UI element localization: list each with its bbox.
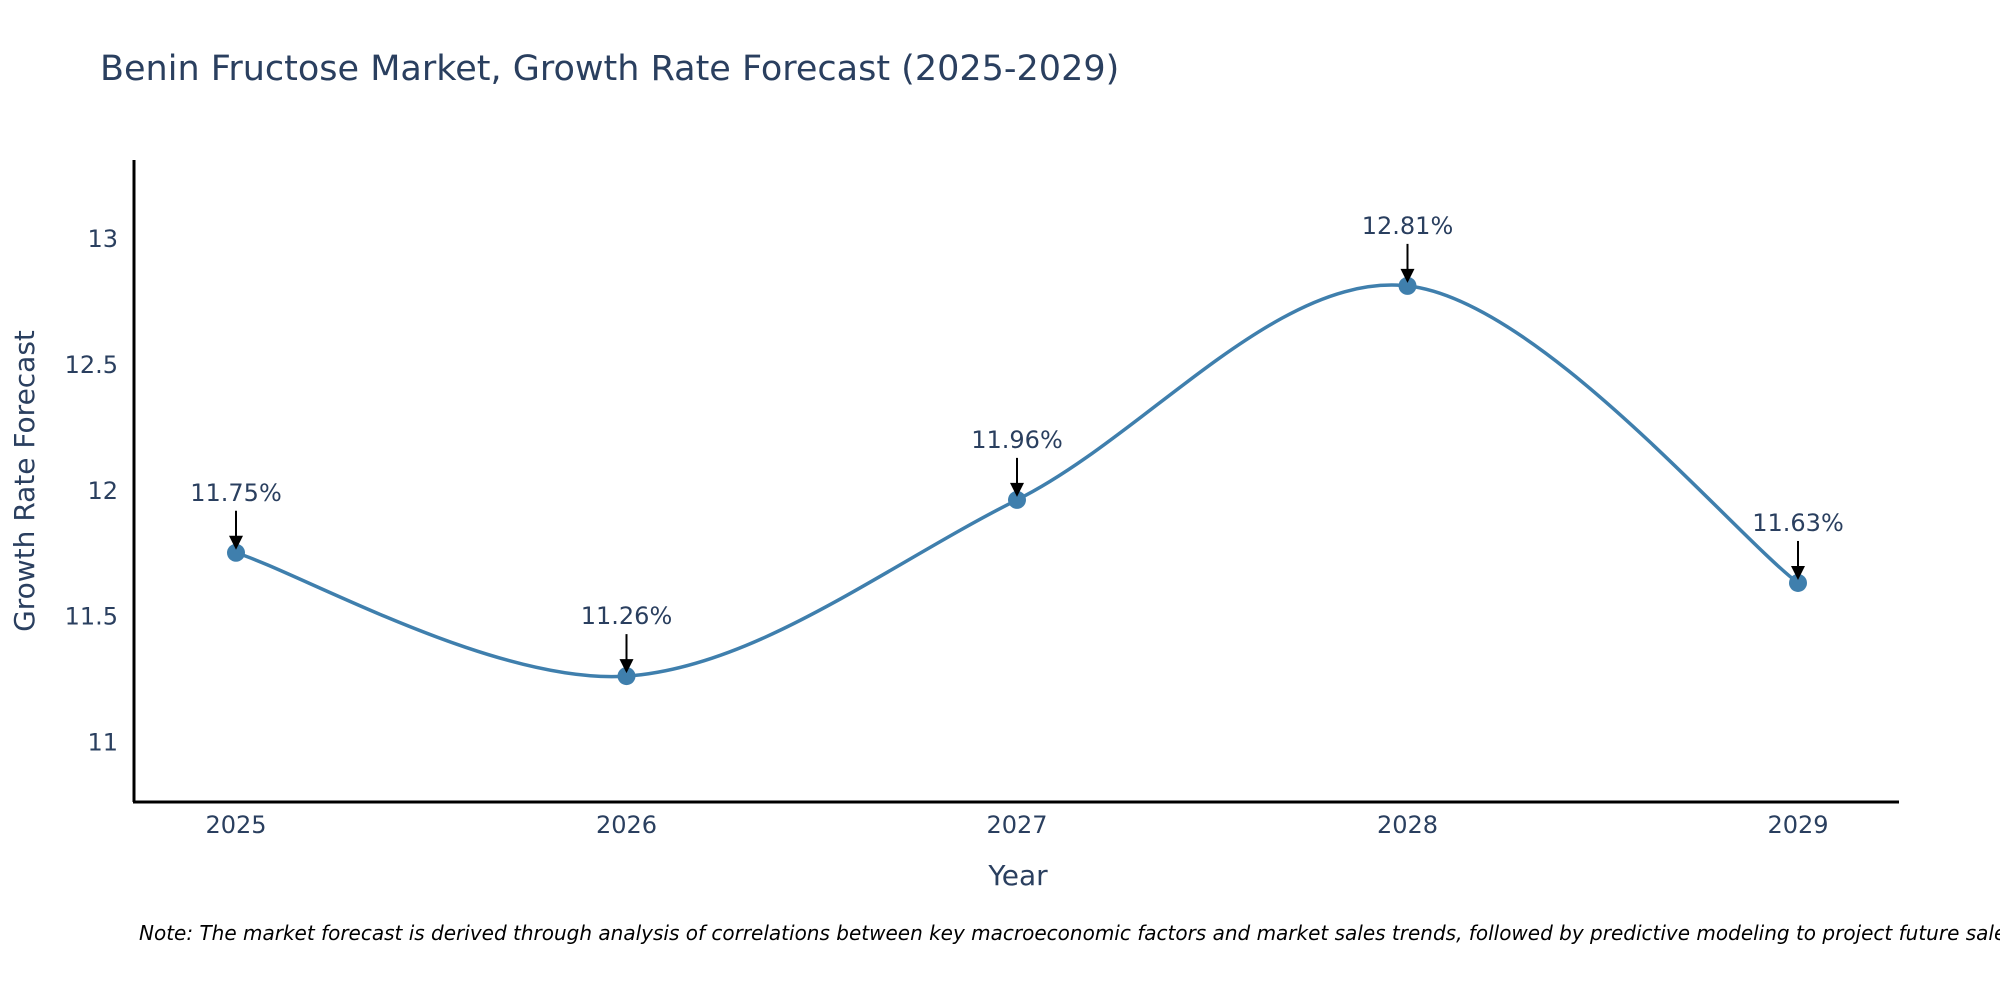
y-axis-title: Growth Rate Forecast: [8, 330, 41, 632]
annotation-arrow-head: [1010, 482, 1024, 497]
annotation-arrow-head: [229, 535, 243, 550]
data-label: 11.63%: [1752, 509, 1844, 537]
data-point: [1789, 573, 1807, 592]
y-tick-label: 12.5: [65, 351, 118, 379]
data-label: 12.81%: [1362, 212, 1454, 240]
data-point: [617, 667, 636, 686]
series-line: [235, 283, 1800, 679]
x-tick-label: 2027: [986, 811, 1047, 839]
y-tick-label: 13: [87, 225, 118, 253]
data-label: 11.75%: [190, 479, 282, 507]
y-tick-label: 12: [87, 477, 118, 505]
x-axis-ticks: 2025 2026 2027 2028 2029: [205, 811, 1828, 839]
x-tick-label: 2026: [596, 811, 657, 839]
data-labels: 11.75% 11.26% 11.96% 12.81% 11.63%: [190, 212, 1844, 674]
y-tick-label: 11.5: [65, 603, 118, 631]
data-points: [227, 276, 1807, 686]
data-label: 11.26%: [581, 602, 673, 630]
y-tick-label: 11: [87, 729, 118, 757]
annotation-arrow-head: [619, 659, 634, 674]
annotation-arrow-head: [1400, 268, 1415, 283]
data-point: [227, 543, 245, 562]
x-tick-label: 2029: [1767, 811, 1828, 839]
y-axis-ticks: 11 11.5 12 12.5 13: [65, 225, 118, 757]
data-point: [1398, 276, 1417, 295]
chart-title: Benin Fructose Market, Growth Rate Forec…: [100, 49, 1119, 89]
x-tick-label: 2025: [205, 811, 266, 839]
data-label: 11.96%: [971, 426, 1063, 454]
footnote: Note: The market forecast is derived thr…: [139, 921, 2000, 945]
x-tick-label: 2028: [1377, 811, 1438, 839]
x-axis-title: Year: [987, 859, 1048, 892]
annotation-arrow-head: [1791, 565, 1805, 580]
data-point: [1008, 490, 1026, 509]
